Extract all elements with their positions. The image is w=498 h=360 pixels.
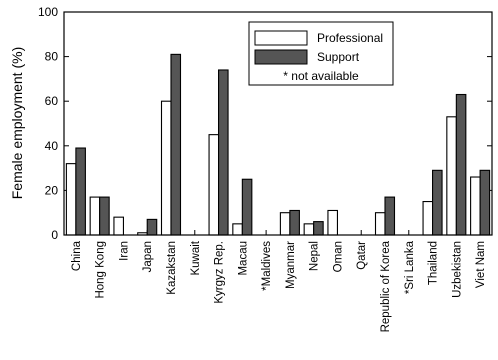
y-tick-label-60: 60	[45, 94, 59, 108]
legend-label-support: Support	[317, 50, 360, 64]
x-tick-label-viet-nam: Viet Nam	[475, 241, 487, 288]
bar-professional-republic-of-korea	[374, 212, 386, 236]
x-tick-label-kazakstan: Kazakstan	[166, 241, 178, 295]
bar-professional-uzbekistan	[446, 116, 457, 236]
plot-frame	[63, 11, 493, 236]
legend-swatch-professional	[254, 30, 308, 46]
x-axis: China Hong Kong Iran Japan Kazakstan Kuwait Ky…	[71, 230, 487, 332]
legend-swatch-support	[254, 49, 308, 65]
y-tick-label-80: 80	[45, 50, 59, 64]
bar-professional-kazakstan	[160, 100, 172, 236]
bar-support-china	[75, 147, 86, 236]
x-tick-label-maldives: *Maldives	[261, 241, 273, 291]
x-tick-label-myanmar: Myanmar	[285, 241, 297, 289]
x-tick-label-kuwait: Kuwait	[190, 240, 202, 275]
x-tick-label-hong-kong: Hong Kong	[95, 241, 107, 299]
bar-support-nepal	[313, 221, 324, 236]
x-tick-label-china: China	[71, 240, 83, 271]
bar-support-kazakstan	[170, 53, 182, 236]
bar-professional-china	[65, 163, 77, 236]
x-tick-label-kyrgyz-rep: Kyrgyz Rep.	[214, 241, 226, 304]
x-tick-label-oman: Oman	[332, 241, 344, 272]
bar-support-hong-kong	[99, 196, 110, 236]
x-tick-label-sri-lanka: *Sri Lanka	[404, 240, 416, 294]
bar-support-macau	[241, 178, 253, 236]
bar-support-thailand	[432, 169, 443, 236]
bar-support-myanmar	[289, 209, 300, 236]
x-tick-label-uzbekistan: Uzbekistan	[451, 241, 463, 298]
y-tick-label-40: 40	[45, 139, 59, 153]
bar-professional-oman	[327, 209, 338, 236]
bar-support-republic-of-korea	[384, 196, 396, 236]
y-tick-label-0: 0	[51, 228, 58, 242]
y-tick-label-20: 20	[45, 183, 59, 197]
x-tick-label-nepal: Nepal	[309, 241, 321, 271]
legend: Professional Support * not available	[248, 21, 394, 86]
bar-support-japan	[146, 218, 158, 236]
bar-support-kyrgyz-rep	[218, 69, 229, 236]
bar-support-uzbekistan	[455, 93, 467, 236]
bar-professional-thailand	[422, 201, 434, 236]
x-tick-label-republic-of-korea: Republic of Korea	[380, 240, 392, 332]
bar-support-viet-nam	[479, 169, 491, 236]
y-axis: 0 20 40 60 80 100	[38, 5, 492, 242]
x-tick-label-japan: Japan	[142, 241, 154, 272]
x-tick-label-iran: Iran	[118, 241, 130, 261]
bar-professional-kyrgyz-rep	[208, 134, 220, 236]
x-tick-label-qatar: Qatar	[356, 241, 368, 270]
bar-professional-iran	[113, 216, 124, 236]
bar-professional-nepal	[303, 223, 315, 236]
bar-professional-hong-kong	[89, 196, 101, 236]
bar-professional-myanmar	[279, 212, 291, 236]
legend-label-professional: Professional	[317, 31, 383, 45]
bar-professional-viet-nam	[470, 176, 481, 236]
y-axis-title: Female employment (%)	[9, 47, 25, 200]
bar-professional-macau	[232, 223, 243, 236]
y-tick-label-100: 100	[38, 5, 58, 19]
x-tick-label-macau: Macau	[237, 241, 249, 276]
x-tick-label-thailand: Thailand	[428, 241, 440, 285]
legend-note: * not available	[283, 69, 359, 83]
